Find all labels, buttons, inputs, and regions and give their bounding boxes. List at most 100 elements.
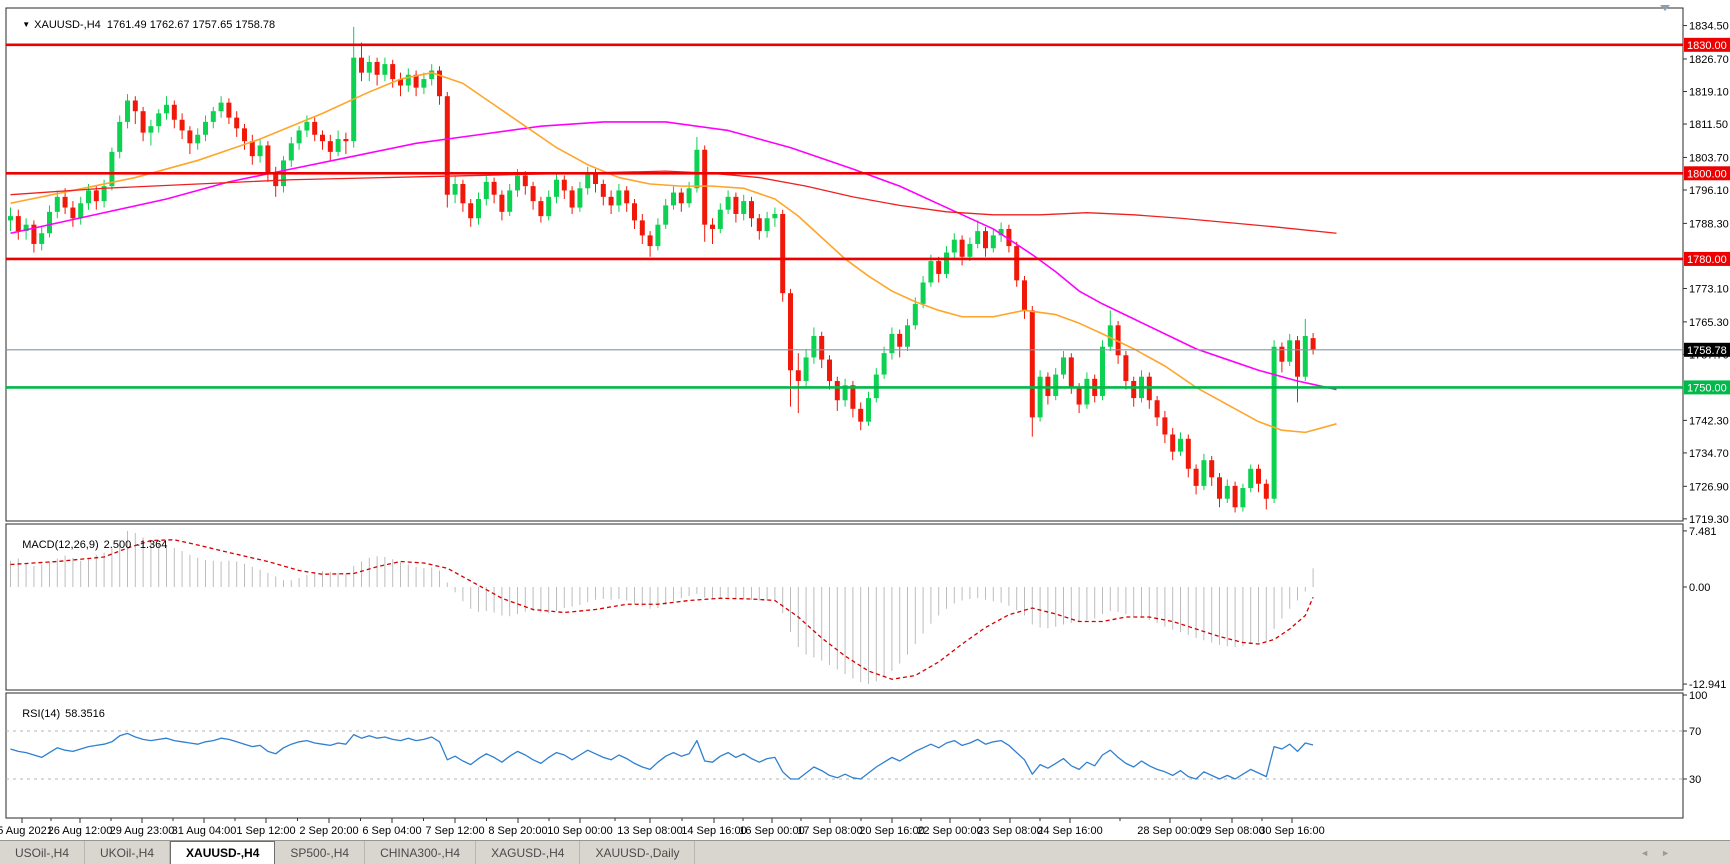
price-tick-label: 1765.30 [1689,317,1729,329]
candle-bullish [951,239,957,253]
macd-main-value: 2.500 [103,539,132,551]
candle-bearish [569,190,575,208]
price-tick-label: 1719.30 [1689,514,1729,526]
candle-bullish [8,216,13,221]
candle-bearish [1076,387,1082,405]
time-axis-label: 7 Sep 12:00 [425,825,484,837]
tab-xauusd-daily[interactable]: XAUUSD-,Daily [580,841,696,864]
candle-bearish [834,380,840,401]
candle-bullish [725,196,731,210]
tab-usoil-h4[interactable]: USOil-,H4 [0,841,86,864]
price-tick-label: 1773.10 [1689,283,1729,295]
candle-bullish [686,188,692,204]
candle-bearish [749,201,754,219]
candle-bullish [694,149,700,189]
macd-signal-value: -1.364 [136,539,168,551]
candle-bullish [920,282,926,304]
tab-sp500-h4[interactable]: SP500-,H4 [275,841,366,864]
candle-bearish [234,117,240,129]
candle-bullish [1084,378,1090,405]
price-tick-label: 1811.50 [1689,119,1728,131]
candle-bullish [1302,336,1308,377]
price-level-badge [1684,380,1730,395]
price-level-badge-label: 1750.00 [1687,382,1727,394]
price-tick-label: 1796.10 [1689,185,1729,197]
candle-bearish [132,100,138,112]
candle-bearish [819,336,825,360]
chart-title-symbol: XAUUSD-,H4 [34,19,101,31]
tab-china300-h4[interactable]: CHINA300-,H4 [365,841,477,864]
candle-bullish [577,188,583,208]
price-axis[interactable]: 1834.50 1826.70 1819.10 1811.50 1803.70 1796.… [1683,21,1730,526]
candle-bullish [296,130,302,144]
time-axis-label: 8 Sep 20:00 [488,825,547,837]
time-axis-label: 14 Sep 16:00 [681,825,746,837]
candle-bearish [491,181,497,195]
time-axis-label: 28 Sep 00:00 [1137,825,1202,837]
candle-bearish [678,192,684,204]
ma-slow-magenta [10,121,1337,391]
candle-bearish [171,104,177,120]
current-price-badge [1684,342,1730,357]
price-tick-label: 1788.30 [1689,218,1729,230]
chart-canvas[interactable]: 1834.50 1826.70 1819.10 1811.50 1803.70 1796.… [0,0,1730,840]
rsi-tick-label: 70 [1689,726,1701,738]
candle-bullish [125,100,130,122]
time-axis-label: 29 Aug 23:00 [110,825,175,837]
macd-tick-label: 0.00 [1689,582,1710,594]
time-axis-label: 20 Sep 16:00 [859,825,924,837]
candle-bearish [827,359,832,381]
auto-scroll-icon[interactable] [1660,5,1670,11]
symbol-list-icon[interactable]: ▼ [22,20,31,29]
candle-bearish [850,385,856,409]
candle-bearish [249,141,255,157]
candle-bullish [47,211,52,234]
candle-bearish [1217,477,1222,499]
time-axis-label: 31 Aug 04:00 [172,825,237,837]
rsi-line [10,732,1314,780]
candle-bullish [881,353,887,375]
price-level-badge [1684,166,1730,181]
price-level-badge-label: 1800.00 [1687,168,1727,180]
price-tick-label: 1726.90 [1689,481,1729,493]
tab-xagusd-h4[interactable]: XAGUSD-,H4 [476,841,581,864]
current-price-badge-label: 1758.78 [1687,345,1727,357]
candle-bearish [795,370,801,381]
candle-bullish [842,385,848,401]
candle-bearish [522,175,528,187]
tab-scroll-left-icon[interactable]: ◄ [1640,847,1650,858]
candle-bullish [156,113,162,127]
tab-ukoil-h4[interactable]: UKOil-,H4 [85,841,171,864]
candle-bullish [1224,485,1230,499]
price-tick-label: 1819.10 [1689,87,1729,99]
candle-bullish [671,192,676,206]
candle-bearish [530,186,536,202]
tab-scroll-right-icon[interactable]: ► [1661,847,1670,858]
candle-bullish [148,126,154,133]
price-level-badge-label: 1830.00 [1687,40,1727,52]
macd-signal-line [10,539,1314,680]
candle-bullish [655,224,661,247]
candle-bearish [632,203,637,221]
candle-bearish [413,74,419,88]
candle-bullish [515,175,520,191]
candle-bullish [195,134,201,144]
rsi-name: RSI(14) [22,708,61,720]
tab-xauusd-h4[interactable]: XAUUSD-,H4 [170,841,276,864]
candle-bearish [390,64,396,80]
candle-bullish [483,181,489,199]
candle-bearish [1310,338,1316,350]
price-tick-label: 1834.50 [1689,21,1729,33]
price-tick-label: 1803.70 [1689,152,1729,164]
candle-bearish [710,224,715,229]
ma-medium-orange [10,71,1337,434]
candle-bearish [1263,483,1269,499]
candle-bearish [608,196,614,206]
candle-bearish [273,173,279,187]
time-axis-label: 13 Sep 08:00 [617,825,682,837]
candle-bullish [1178,438,1183,452]
candle-bullish [101,186,107,202]
candle-bearish [959,239,965,257]
tab-scroll-arrows: ◄ ► [1640,841,1730,864]
